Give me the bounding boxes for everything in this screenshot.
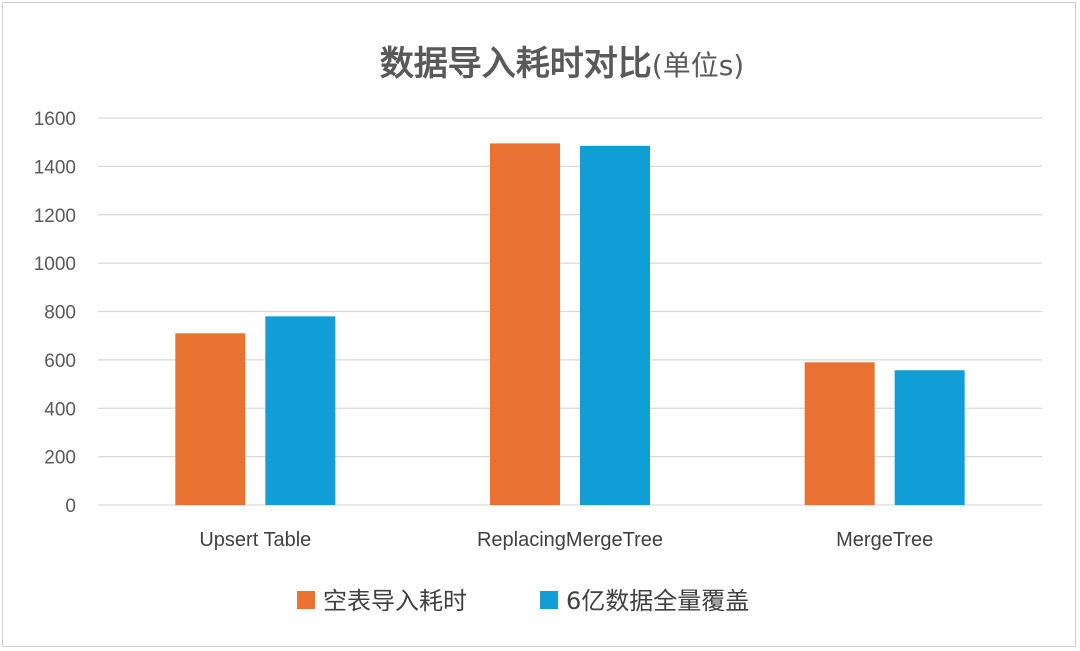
y-tick-label: 400 <box>44 399 76 420</box>
legend-swatch-1 <box>297 591 315 609</box>
chart-title: 数据导入耗时对比(单位s) <box>380 44 744 84</box>
legend: 空表导入耗时 6亿数据全量覆盖 <box>297 587 749 615</box>
x-axis-categories: Upsert Table ReplacingMergeTree MergeTree <box>199 529 933 551</box>
y-tick-label: 0 <box>65 496 76 517</box>
bars <box>175 143 965 506</box>
bar-replacingmergetree-series-2 <box>580 145 650 506</box>
y-tick-label: 1400 <box>34 157 76 178</box>
bar-mergetree-series-1 <box>804 362 875 505</box>
legend-label-1: 空表导入耗时 <box>323 587 467 615</box>
y-tick-label: 200 <box>44 448 76 469</box>
x-category-label: MergeTree <box>836 529 933 551</box>
y-tick-label: 1600 <box>34 109 76 130</box>
y-tick-label: 600 <box>44 351 76 372</box>
y-axis-ticks: 0 200 400 600 800 1000 1200 1400 1600 <box>34 109 76 517</box>
gridlines <box>98 117 1042 506</box>
bar-replacingmergetree-series-1 <box>490 143 560 505</box>
bar-upsert-table-series-2 <box>265 316 336 505</box>
bar-mergetree-series-2 <box>894 370 965 505</box>
x-category-label: Upsert Table <box>199 529 311 551</box>
y-tick-label: 800 <box>44 303 76 324</box>
y-tick-label: 1200 <box>34 206 76 227</box>
chart-title-main: 数据导入耗时对比 <box>380 44 652 84</box>
x-category-label: ReplacingMergeTree <box>477 529 663 551</box>
legend-swatch-2 <box>540 591 558 609</box>
chart-title-unit: (单位s) <box>652 49 744 82</box>
y-tick-label: 1000 <box>34 254 76 275</box>
bar-upsert-table-series-1 <box>175 333 246 505</box>
legend-label-2: 6亿数据全量覆盖 <box>566 587 749 615</box>
